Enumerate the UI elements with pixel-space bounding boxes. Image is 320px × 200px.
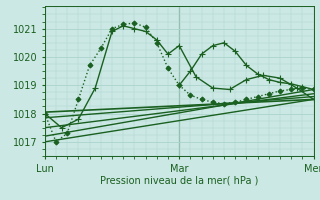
X-axis label: Pression niveau de la mer( hPa ): Pression niveau de la mer( hPa ) bbox=[100, 175, 258, 185]
